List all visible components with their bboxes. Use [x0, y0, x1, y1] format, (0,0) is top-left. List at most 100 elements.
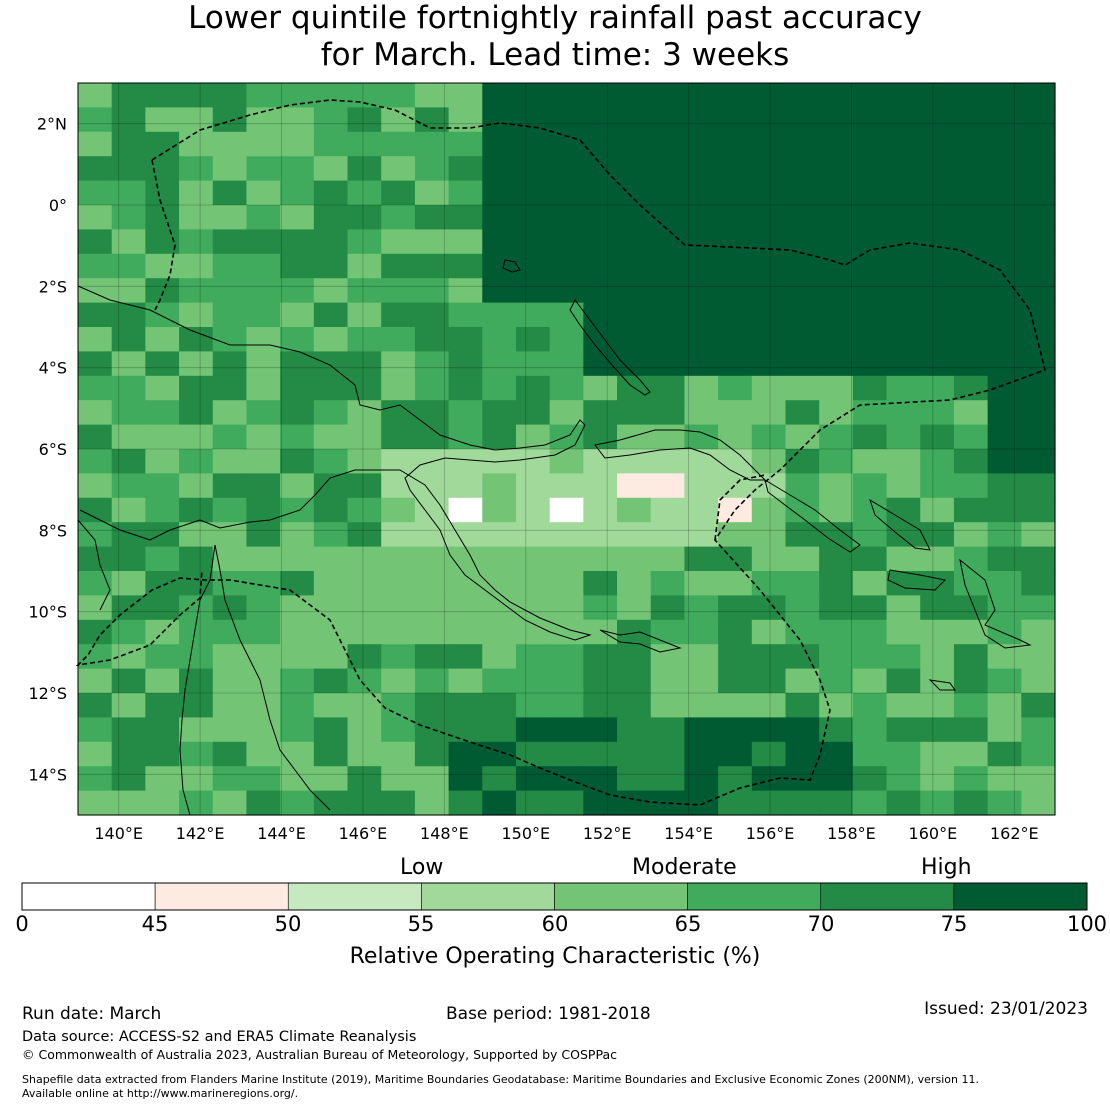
grid-cell [78, 741, 113, 767]
grid-cell [718, 497, 753, 523]
grid-cell [347, 302, 382, 328]
grid-cell [482, 619, 517, 645]
grid-cell [280, 180, 315, 206]
grid-cell [549, 107, 584, 133]
grid-cell [953, 83, 989, 108]
grid-cell [414, 351, 450, 377]
grid-cell [819, 693, 854, 718]
grid-cell [246, 400, 281, 426]
grid-cell [145, 741, 180, 767]
solomons-coast [869, 498, 931, 551]
grid-cell [886, 619, 921, 645]
grid-cell [953, 741, 989, 767]
colorbar-label: Relative Operating Characteristic (%) [349, 944, 761, 969]
grid-cell [111, 546, 146, 572]
grid-cell [920, 83, 955, 108]
grid-cell [785, 693, 820, 718]
grid-cell [987, 400, 1022, 426]
grid-cell [617, 571, 652, 596]
grid-cell [549, 522, 584, 548]
longitude-tick-label: 146°E [339, 824, 388, 843]
grid-cell [617, 180, 652, 206]
grid-cell [313, 449, 349, 474]
grid-cell [381, 717, 416, 743]
grid-cell [246, 644, 281, 670]
cape-york-coast [179, 544, 216, 816]
grid-cell [819, 766, 854, 792]
grid-cell [617, 351, 652, 377]
grid-cell [650, 424, 686, 450]
grid-cell [111, 253, 146, 279]
grid-cell [987, 156, 1022, 182]
grid-cell [482, 156, 517, 182]
grid-cell [953, 205, 989, 230]
grid-cell [1021, 497, 1056, 523]
grid-cell [819, 619, 854, 645]
grid-cell [549, 400, 584, 426]
grid-cell [583, 400, 618, 426]
grid-cell [549, 278, 584, 304]
grid-cell [718, 400, 753, 426]
grid-cell [819, 351, 854, 377]
colorbar-tick-label: 50 [274, 912, 302, 936]
grid-cell [684, 546, 719, 572]
grid-cell [246, 424, 281, 450]
grid-cell [751, 619, 787, 645]
grid-cell [179, 717, 214, 743]
grid-cell [684, 156, 719, 182]
grid-cell [212, 595, 248, 621]
grid-cell [145, 717, 180, 743]
grid-cell [751, 449, 787, 474]
grid-cell [448, 595, 483, 621]
grid-cell [852, 473, 888, 499]
grid-cell [583, 595, 618, 621]
grid-cell [785, 571, 820, 596]
grid-cell [549, 644, 584, 670]
grid-cell [482, 717, 517, 743]
grid-cell [280, 741, 315, 767]
grid-cell [313, 229, 349, 255]
grid-cell [111, 205, 146, 230]
grid-cell [785, 400, 820, 426]
grid-cell [920, 449, 955, 474]
grid-cell [212, 571, 248, 596]
grid-cell [886, 156, 921, 182]
grid-cell [852, 546, 888, 572]
grid-cell [179, 131, 214, 157]
grid-cell [414, 741, 450, 767]
grid-cell [1021, 522, 1056, 548]
grid-cell [515, 571, 551, 596]
grid-cell [751, 766, 787, 792]
grid-cell [650, 571, 686, 596]
grid-cell [179, 327, 214, 352]
grid-cell [583, 278, 618, 304]
grid-cell [920, 424, 955, 450]
grid-cell [819, 302, 854, 328]
grid-cell [280, 327, 315, 352]
grid-cell [819, 375, 854, 401]
grid-cell [987, 327, 1022, 352]
grid-cell [246, 205, 281, 230]
grid-cell [212, 400, 248, 426]
grid-cell [785, 156, 820, 182]
grid-cell [617, 107, 652, 133]
grid-cell [617, 595, 652, 621]
grid-cell [819, 131, 854, 157]
grid-cell [617, 229, 652, 255]
grid-cell [179, 180, 214, 206]
grid-cell [549, 375, 584, 401]
grid-cell [852, 205, 888, 230]
grid-cell [583, 424, 618, 450]
grid-cell [280, 375, 315, 401]
grid-cell [246, 497, 281, 523]
grid-cell [718, 717, 753, 743]
grid-cell [448, 522, 483, 548]
grid-cell [886, 424, 921, 450]
grid-cell [650, 375, 686, 401]
grid-cell [111, 766, 146, 792]
grid-cell [718, 351, 753, 377]
grid-cell [381, 473, 416, 499]
colorbar-swatch [687, 882, 822, 911]
grid-cell [1021, 473, 1056, 499]
grid-cell [448, 571, 483, 596]
